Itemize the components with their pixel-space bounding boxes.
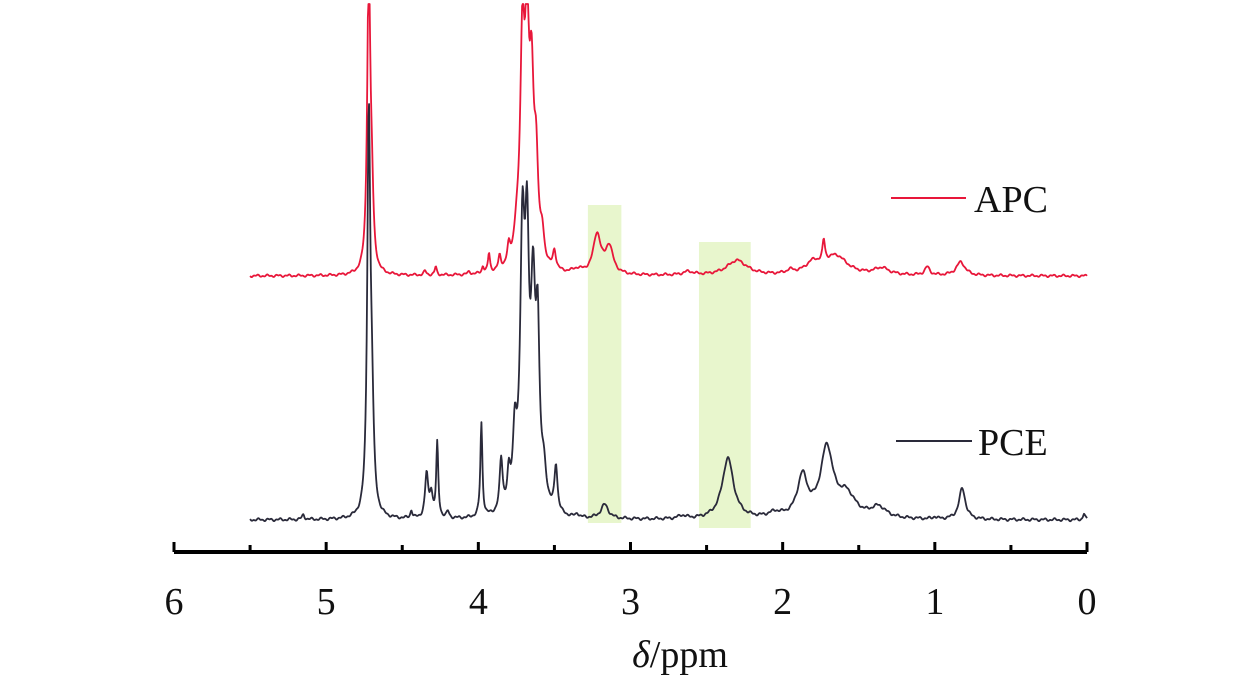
highlight-region-2 xyxy=(698,242,751,528)
x-tick-label: 6 xyxy=(165,581,184,623)
x-axis-unit: /ppm xyxy=(650,634,728,676)
x-axis-symbol: δ xyxy=(632,634,651,676)
legend-label-apc: APC xyxy=(974,179,1048,221)
x-tick-label: 1 xyxy=(925,581,944,623)
trace-apc xyxy=(249,3,1088,279)
x-tick-label: 5 xyxy=(317,581,336,623)
x-tick-label: 3 xyxy=(621,581,640,623)
x-tick-label: 4 xyxy=(469,581,488,623)
highlight-regions xyxy=(587,205,751,528)
legend: APC PCE xyxy=(891,179,1048,464)
x-tick-label: 2 xyxy=(773,581,792,623)
trace-pce xyxy=(249,103,1088,523)
highlight-region-1 xyxy=(587,205,622,523)
spectrum-traces xyxy=(249,3,1088,523)
legend-label-pce: PCE xyxy=(978,422,1048,464)
x-tick-label: 0 xyxy=(1078,581,1097,623)
x-axis-ticks: 6 5 4 3 2 1 0 xyxy=(165,542,1097,623)
x-axis-title: δ/ppm xyxy=(632,634,728,676)
